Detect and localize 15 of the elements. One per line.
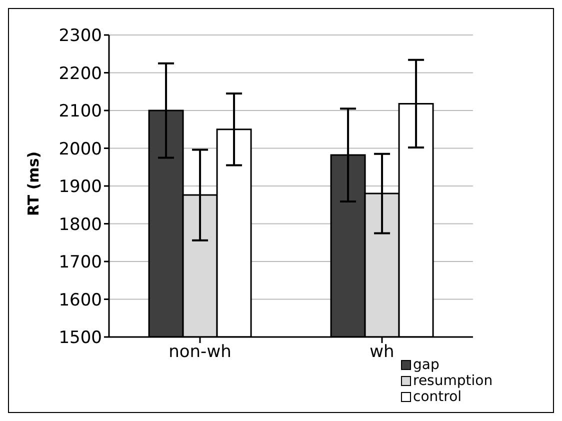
y-tick-label: 1800 bbox=[58, 214, 102, 235]
legend-label: resumption bbox=[413, 373, 493, 389]
y-tick-label: 2300 bbox=[58, 26, 102, 46]
y-tick-label: 2100 bbox=[58, 102, 102, 122]
y-tick-label: 1500 bbox=[58, 328, 102, 348]
x-tick-label: non-wh bbox=[168, 342, 232, 362]
legend-label: control bbox=[413, 389, 462, 405]
y-tick-label: 1600 bbox=[58, 290, 102, 310]
legend-label: gap bbox=[413, 357, 440, 373]
x-tick-label: wh bbox=[370, 342, 394, 362]
y-tick-label: 2000 bbox=[58, 139, 102, 160]
y-axis-title: RT (ms) bbox=[24, 151, 42, 216]
y-tick-label: 2200 bbox=[58, 64, 102, 84]
y-tick-label: 1900 bbox=[58, 177, 102, 198]
y-tick-label: 1700 bbox=[58, 252, 102, 273]
